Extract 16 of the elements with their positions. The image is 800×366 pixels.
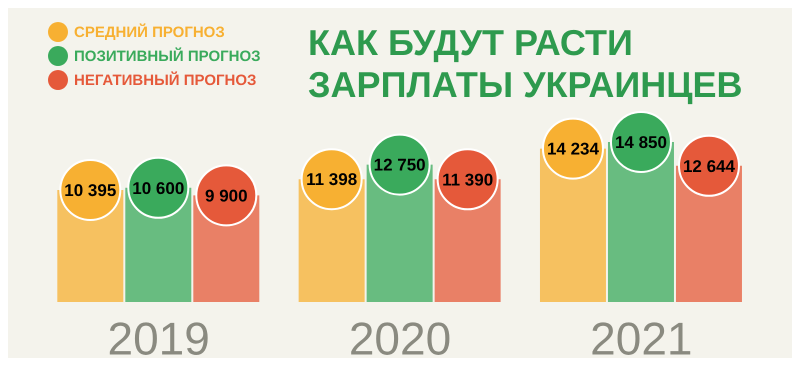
legend-label: СРЕДНИЙ ПРОГНОЗ [74, 24, 225, 40]
x-tick-label: 2019 [107, 312, 210, 365]
legend-label: ПОЗИТИВНЫЙ ПРОГНОЗ [74, 48, 261, 64]
data-label: 14 850 [614, 133, 667, 152]
data-label: 10 600 [132, 178, 184, 198]
legend-label: НЕГАТИВНЫЙ ПРОГНОЗ [74, 72, 256, 88]
data-label: 12 750 [374, 156, 426, 175]
data-label: 11 398 [306, 170, 358, 190]
data-label: 10 395 [64, 181, 116, 200]
data-label: 11 390 [442, 170, 494, 190]
data-label: 12 644 [682, 156, 736, 176]
x-tick-label: 2020 [348, 312, 452, 365]
data-label: 9 900 [205, 186, 248, 206]
data-label: 14 234 [546, 140, 600, 159]
x-tick-label: 2021 [590, 312, 693, 365]
chart-title: КАК БУДУТ РАСТИ ЗАРПЛАТЫ УКРАИНЦЕВ [308, 22, 744, 106]
